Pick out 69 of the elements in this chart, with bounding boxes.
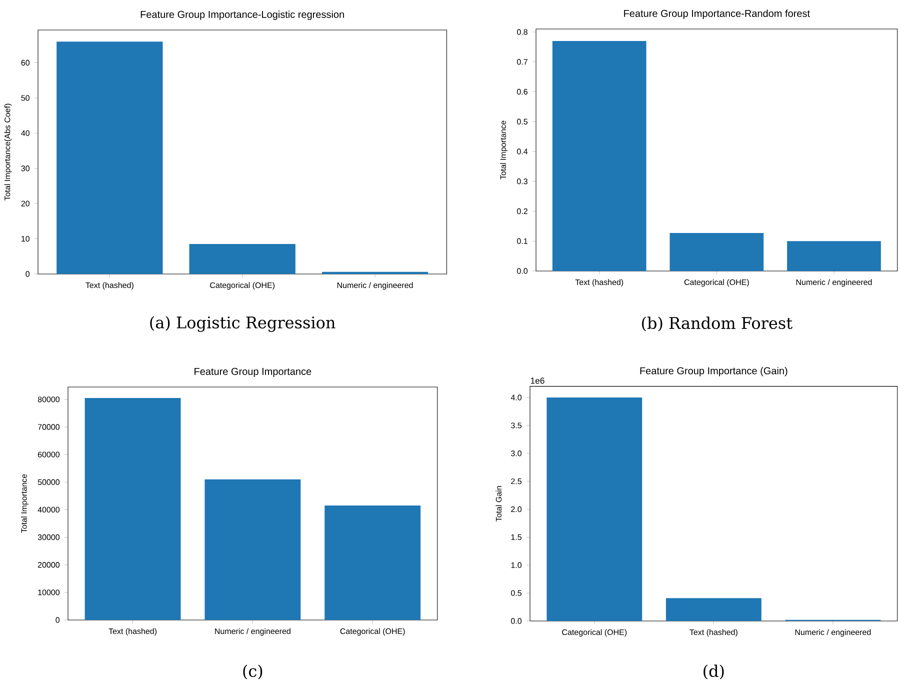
bar <box>56 42 163 274</box>
bar <box>324 506 421 620</box>
text: (b) Random Forest <box>642 316 792 332</box>
y-tick-label: 50 <box>21 95 30 101</box>
y-tick-label: 60 <box>21 60 30 66</box>
y-tick-label: 0.4 <box>517 148 528 154</box>
x-tick-label: Numeric / engineered <box>795 629 871 637</box>
y-tick-label: 80000 <box>38 396 60 402</box>
bar <box>84 398 181 620</box>
y-tick-label: 20 <box>21 200 30 206</box>
text: (c) <box>243 664 262 680</box>
y-tick-label: 1.5 <box>511 534 522 540</box>
y-tick-label: 0.8 <box>517 29 528 35</box>
x-tick-label: Categorical (OHE) <box>684 279 749 287</box>
y-tick-label: 0.3 <box>517 178 528 184</box>
x-tick-label: Categorical (OHE) <box>340 628 405 636</box>
y-tick-label: 40 <box>21 130 30 136</box>
chart-title: Feature Group Importance <box>194 368 312 377</box>
y-tick-label: 3.0 <box>511 450 522 456</box>
x-tick-label: Categorical (OHE) <box>562 629 627 637</box>
y-tick-label: 0.5 <box>511 590 522 596</box>
bar <box>189 244 296 274</box>
y-axis-title: Total Importance(Abs Coef) <box>4 104 12 200</box>
bar <box>670 233 764 271</box>
bar <box>787 241 881 271</box>
chart-title: Feature Group Importance (Gain) <box>640 366 788 376</box>
y-tick-label: 4.0 <box>510 394 522 400</box>
y-tick-label: 20000 <box>38 562 60 568</box>
y-tick-label: 0.1 <box>517 238 528 244</box>
y-tick-label: 70000 <box>38 424 60 430</box>
y-tick-label: 0.0 <box>517 268 528 274</box>
y-tick-label: 0.2 <box>517 208 528 214</box>
y-axis-title: Total Importance <box>500 120 508 180</box>
y-tick-label: 10000 <box>38 590 60 596</box>
y-tick-label: 40000 <box>38 506 60 513</box>
x-tick-label: Numeric / engineered <box>796 279 872 287</box>
text: 1e6 <box>530 378 544 384</box>
y-tick-label: 10 <box>22 236 30 242</box>
y-tick-label: 0 <box>56 617 60 623</box>
y-tick-label: 30000 <box>38 534 60 540</box>
x-tick-label: Categorical (OHE) <box>210 282 275 290</box>
y-tick-label: 3.5 <box>511 422 522 428</box>
y-tick-label: 0.6 <box>517 88 528 95</box>
text: (d) <box>704 664 724 680</box>
y-tick-label: 0.5 <box>517 118 528 124</box>
y-tick-label: 60000 <box>38 452 60 458</box>
bar <box>204 479 301 620</box>
bar <box>546 398 642 621</box>
x-tick-label: Text (hashed) <box>86 282 134 290</box>
y-tick-label: 2.0 <box>511 506 522 512</box>
y-tick-label: 0 <box>26 271 30 277</box>
text: (a) Logistic Regression <box>150 316 336 332</box>
bar <box>666 598 762 621</box>
y-tick-label: 50000 <box>38 479 60 485</box>
y-tick-label: 0.0 <box>511 618 522 624</box>
chart-title: Feature Group Importance-Logistic regression <box>140 10 344 20</box>
x-tick-label: Text (hashed) <box>108 628 156 636</box>
y-tick-label: 2.5 <box>511 478 522 484</box>
bar <box>552 40 646 271</box>
y-axis-title: Total Gain <box>496 486 502 522</box>
x-tick-label: Text (hashed) <box>690 629 738 637</box>
x-tick-label: Numeric / engineered <box>215 628 290 636</box>
y-axis-title: Total Importance <box>20 474 28 533</box>
y-tick-label: 1.0 <box>511 562 522 568</box>
x-tick-label: Text (hashed) <box>575 279 624 287</box>
y-tick-label: 30 <box>21 166 30 172</box>
chart-title: Feature Group Importance-Random forest <box>624 10 810 19</box>
x-tick-label: Numeric / engineered <box>337 282 413 290</box>
y-tick-label: 0.7 <box>517 59 528 65</box>
